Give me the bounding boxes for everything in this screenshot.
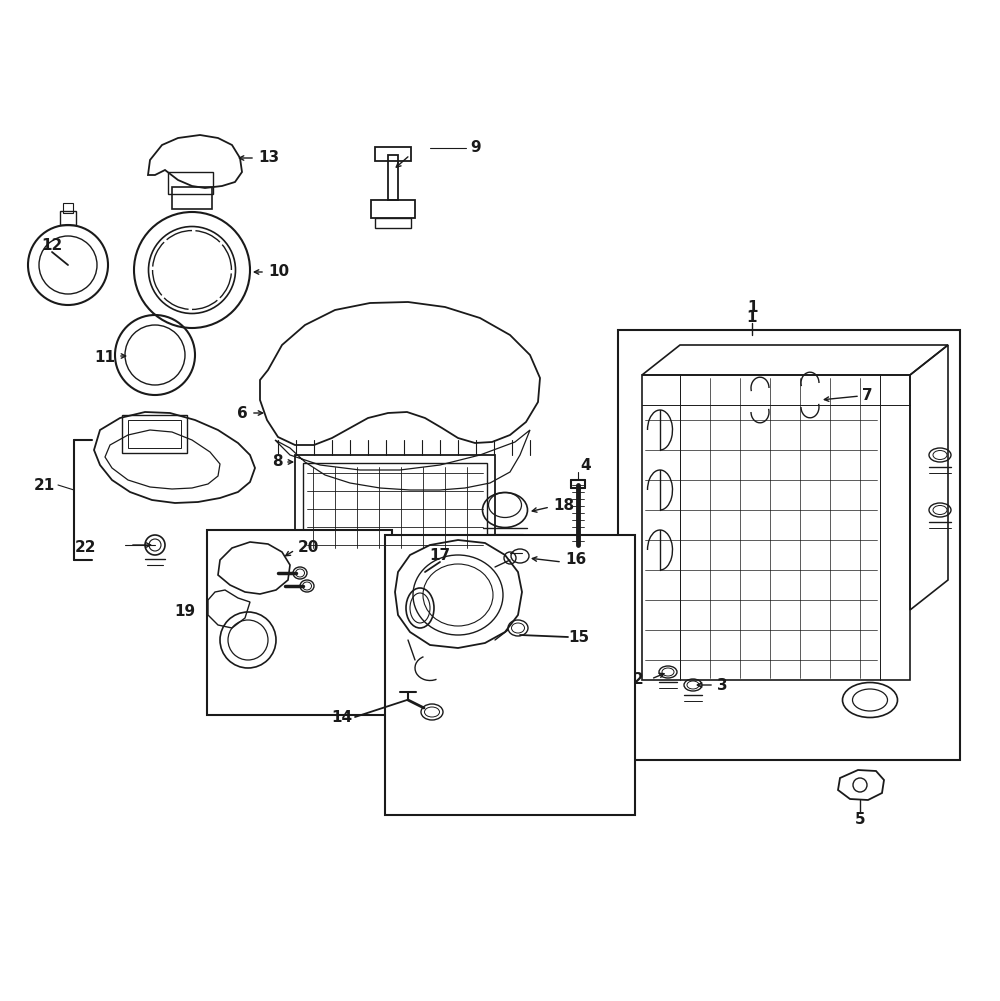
Text: 1: 1 [748,300,758,315]
Text: 10: 10 [268,264,289,279]
Bar [375,147,411,161]
Bar [371,200,415,218]
Text: 21: 21 [34,477,55,492]
Text: 18: 18 [553,497,574,513]
Text: 17: 17 [429,548,451,563]
Bar [618,330,960,760]
Text: 1: 1 [747,309,757,324]
Bar [388,155,398,200]
Text: 22: 22 [75,541,96,556]
Text: 14: 14 [331,711,352,726]
Text: 6: 6 [237,405,248,420]
Bar [122,415,187,453]
Text: 3: 3 [717,678,728,693]
Bar [60,211,76,225]
Text: 19: 19 [174,605,195,620]
Text: 5: 5 [855,813,865,828]
Text: 20: 20 [298,541,319,556]
Text: 2: 2 [633,673,643,688]
Text: 7: 7 [862,387,873,402]
Bar [474,574,486,582]
Bar [172,187,212,209]
Text: 16: 16 [565,553,586,568]
Text: 15: 15 [568,631,589,646]
Bar [63,203,73,213]
Text: 9: 9 [470,140,481,155]
Bar [295,455,495,560]
Text: 8: 8 [272,454,283,469]
Bar [304,574,316,582]
Text: 12: 12 [41,237,63,252]
Bar [207,530,392,715]
Text: 11: 11 [94,349,115,364]
Text: 4: 4 [581,457,591,472]
Text: 13: 13 [258,149,279,164]
Bar [303,463,487,552]
Bar [385,535,635,815]
Bar [300,560,320,574]
Bar [128,420,181,448]
Bar [470,560,490,574]
Bar [375,218,411,228]
Bar [168,172,213,194]
